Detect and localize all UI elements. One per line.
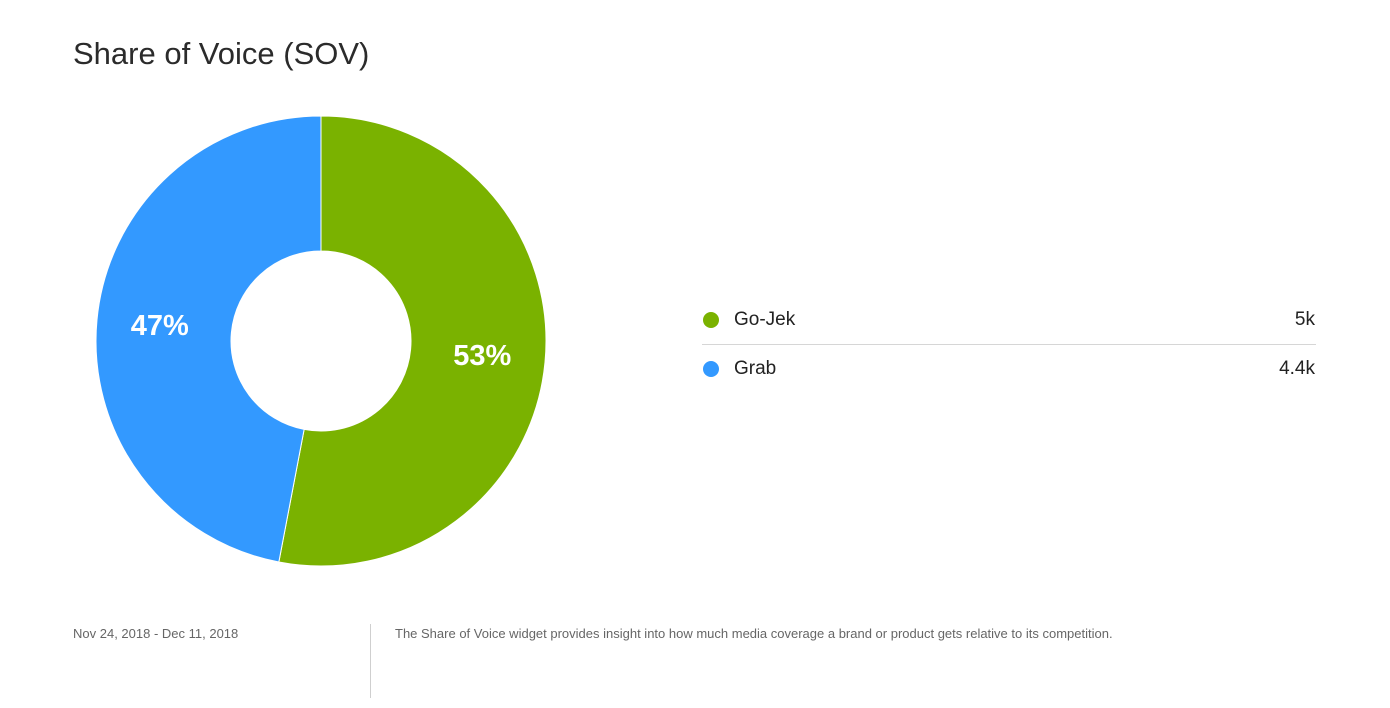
legend-dot-icon	[703, 312, 719, 328]
legend-label: Go-Jek	[734, 309, 796, 330]
legend-value: 5k	[1294, 309, 1315, 330]
legend-value: 4.4k	[1279, 358, 1315, 379]
legend-label: Grab	[734, 358, 777, 379]
slice-percent-label: 53%	[453, 340, 511, 372]
donut-chart: 53% 47%	[95, 115, 547, 567]
chart-legend: Go-Jek 5k Grab 4.4k	[702, 296, 1316, 393]
legend-dot-icon	[703, 361, 719, 377]
slice-percent-label: 47%	[131, 310, 189, 342]
slice-grab[interactable]	[95, 115, 322, 563]
legend-item-go-jek[interactable]: Go-Jek 5k	[702, 296, 1316, 344]
legend-item-grab[interactable]: Grab 4.4k	[702, 344, 1316, 393]
footer-divider	[370, 624, 371, 698]
widget-description: The Share of Voice widget provides insig…	[395, 626, 1113, 641]
slice-go-jek[interactable]	[278, 115, 547, 567]
date-range: Nov 24, 2018 - Dec 11, 2018	[73, 626, 239, 641]
widget-title: Share of Voice (SOV)	[73, 36, 370, 71]
